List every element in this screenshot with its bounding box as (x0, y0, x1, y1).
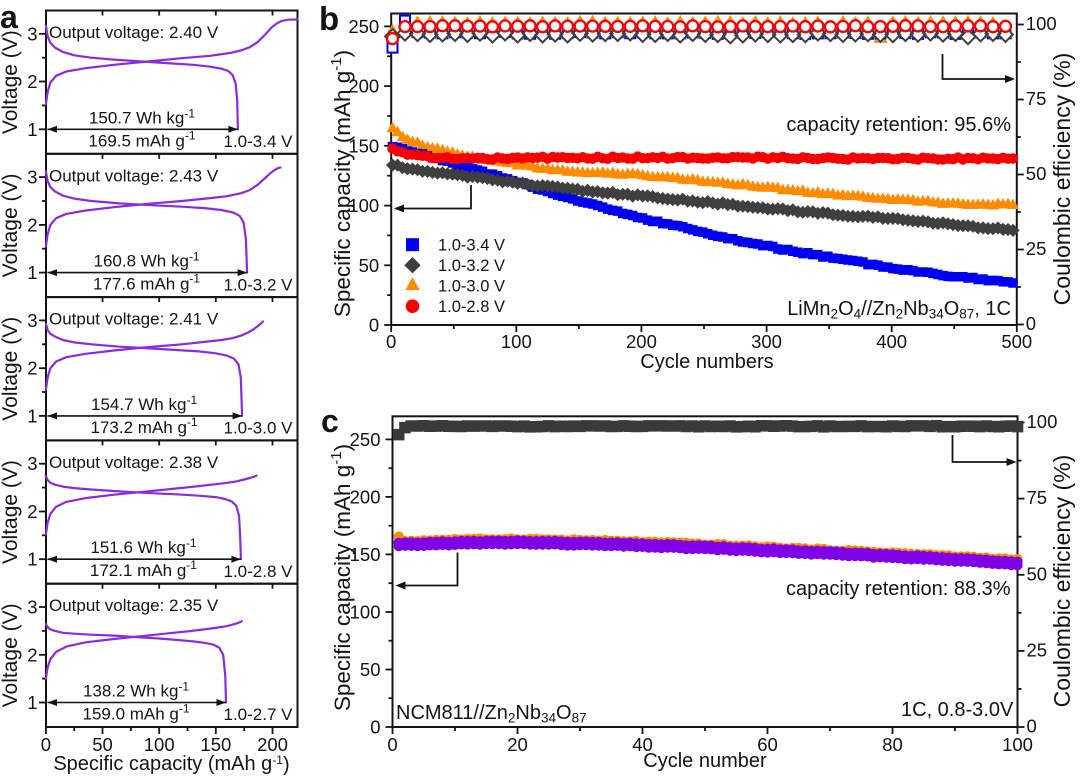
svg-text:200: 200 (257, 734, 288, 755)
svg-text:100: 100 (1026, 13, 1057, 34)
svg-text:160.8 Wh kg-1: 160.8 Wh kg-1 (93, 250, 199, 271)
svg-text:1: 1 (27, 262, 37, 283)
svg-text:60: 60 (757, 734, 778, 755)
svg-text:1: 1 (27, 549, 37, 570)
svg-text:Voltage (V): Voltage (V) (0, 173, 22, 277)
svg-text:Cycle numbers: Cycle numbers (640, 351, 773, 373)
svg-text:150: 150 (348, 135, 379, 156)
svg-text:3: 3 (27, 23, 37, 44)
svg-text:1.0-3.2 V: 1.0-3.2 V (438, 257, 505, 275)
svg-text:0: 0 (387, 734, 397, 755)
svg-text:Voltage (V): Voltage (V) (0, 317, 22, 421)
svg-text:LiMn2O4//Zn2Nb34O87, 1C: LiMn2O4//Zn2Nb34O87, 1C (787, 298, 1011, 322)
svg-text:Voltage (V): Voltage (V) (0, 460, 22, 564)
svg-text:Output voltage: 2.35 V: Output voltage: 2.35 V (49, 596, 219, 615)
svg-text:1.0-2.7 V: 1.0-2.7 V (224, 705, 294, 724)
svg-text:80: 80 (882, 734, 903, 755)
svg-text:400: 400 (876, 331, 907, 352)
svg-text:20: 20 (507, 734, 528, 755)
svg-text:Output voltage: 2.43 V: Output voltage: 2.43 V (49, 166, 219, 185)
svg-text:1.0-3.0 V: 1.0-3.0 V (224, 419, 294, 438)
svg-text:50: 50 (92, 734, 113, 755)
svg-text:2: 2 (27, 644, 37, 665)
svg-text:3: 3 (27, 453, 37, 474)
svg-text:151.6 Wh kg-1: 151.6 Wh kg-1 (90, 536, 196, 557)
svg-text:1.0-3.4 V: 1.0-3.4 V (224, 132, 294, 151)
svg-text:2: 2 (27, 501, 37, 522)
svg-text:NCM811//Zn2Nb34O87: NCM811//Zn2Nb34O87 (396, 702, 587, 726)
svg-text:capacity retention: 95.6%: capacity retention: 95.6% (786, 114, 1011, 136)
svg-text:250: 250 (348, 16, 379, 37)
svg-text:200: 200 (626, 331, 657, 352)
svg-text:173.2 mAh g-1: 173.2 mAh g-1 (91, 415, 198, 437)
svg-text:0: 0 (41, 734, 51, 755)
svg-text:200: 200 (348, 76, 379, 97)
svg-text:100: 100 (501, 331, 532, 352)
svg-text:300: 300 (751, 331, 782, 352)
svg-text:Coulombic efficiency (%): Coulombic efficiency (%) (1049, 53, 1075, 306)
svg-text:50: 50 (1027, 563, 1048, 584)
svg-text:1C, 0.8-3.0V: 1C, 0.8-3.0V (901, 699, 1014, 721)
svg-text:Specific capacity (mAh g-1): Specific capacity (mAh g-1) (328, 50, 355, 317)
svg-text:Voltage (V): Voltage (V) (0, 30, 22, 134)
svg-text:capacity retention: 88.3%: capacity retention: 88.3% (786, 578, 1011, 600)
svg-text:1.0-3.0 V: 1.0-3.0 V (438, 278, 505, 296)
svg-text:50: 50 (359, 255, 380, 276)
svg-text:25: 25 (1027, 639, 1048, 660)
svg-text:a: a (0, 0, 18, 35)
svg-text:0: 0 (1026, 313, 1036, 334)
svg-text:2: 2 (27, 71, 37, 92)
svg-text:0: 0 (1027, 716, 1037, 737)
svg-text:100: 100 (350, 601, 381, 622)
svg-text:1: 1 (27, 692, 37, 713)
svg-text:2: 2 (27, 214, 37, 235)
svg-text:169.5 mAh g-1: 169.5 mAh g-1 (88, 128, 195, 150)
svg-text:Output voltage: 2.38 V: Output voltage: 2.38 V (49, 453, 219, 472)
svg-text:100: 100 (144, 734, 175, 755)
svg-text:Output voltage: 2.40 V: Output voltage: 2.40 V (49, 23, 219, 42)
svg-text:1.0-2.8 V: 1.0-2.8 V (438, 298, 505, 316)
svg-text:Cycle number: Cycle number (643, 750, 767, 772)
svg-text:1: 1 (27, 405, 37, 426)
svg-text:0: 0 (386, 331, 396, 352)
svg-text:150: 150 (350, 544, 381, 565)
svg-text:50: 50 (360, 659, 381, 680)
svg-text:50: 50 (1026, 163, 1047, 184)
svg-text:150.7 Wh kg-1: 150.7 Wh kg-1 (89, 106, 195, 127)
svg-text:2: 2 (27, 358, 37, 379)
svg-text:1: 1 (27, 119, 37, 140)
svg-text:40: 40 (632, 734, 653, 755)
svg-text:c: c (321, 403, 339, 439)
svg-text:25: 25 (1026, 238, 1047, 259)
svg-text:Output voltage: 2.41 V: Output voltage: 2.41 V (49, 310, 219, 329)
svg-text:500: 500 (1001, 331, 1032, 352)
svg-text:159.0 mAh g-1: 159.0 mAh g-1 (82, 702, 189, 724)
svg-text:100: 100 (1027, 411, 1058, 432)
svg-text:1.0-3.4 V: 1.0-3.4 V (438, 237, 505, 255)
svg-text:75: 75 (1027, 487, 1048, 508)
svg-text:177.6 mAh g-1: 177.6 mAh g-1 (93, 272, 200, 294)
svg-text:Coulombic efficiency (%): Coulombic efficiency (%) (1049, 455, 1075, 708)
svg-text:3: 3 (27, 597, 37, 618)
svg-text:150: 150 (200, 734, 231, 755)
svg-text:Voltage (V): Voltage (V) (0, 603, 22, 707)
svg-text:172.1 mAh g-1: 172.1 mAh g-1 (90, 558, 197, 580)
svg-text:1.0-3.2 V: 1.0-3.2 V (224, 275, 294, 294)
svg-text:154.7 Wh kg-1: 154.7 Wh kg-1 (91, 393, 197, 414)
svg-text:3: 3 (27, 167, 37, 188)
svg-text:138.2 Wh kg-1: 138.2 Wh kg-1 (83, 680, 189, 701)
svg-text:100: 100 (1002, 734, 1033, 755)
svg-text:Specific capacity (mAh g-1): Specific capacity (mAh g-1) (328, 444, 355, 711)
svg-text:Specific capacity (mAh g-1): Specific capacity (mAh g-1) (53, 753, 289, 776)
svg-text:250: 250 (350, 429, 381, 450)
svg-text:b: b (319, 0, 339, 37)
svg-text:3: 3 (27, 310, 37, 331)
svg-text:200: 200 (350, 486, 381, 507)
svg-text:0: 0 (369, 315, 379, 336)
svg-text:100: 100 (348, 195, 379, 216)
svg-text:1.0-2.8 V: 1.0-2.8 V (224, 562, 294, 581)
svg-text:0: 0 (370, 717, 380, 738)
svg-text:75: 75 (1026, 88, 1047, 109)
